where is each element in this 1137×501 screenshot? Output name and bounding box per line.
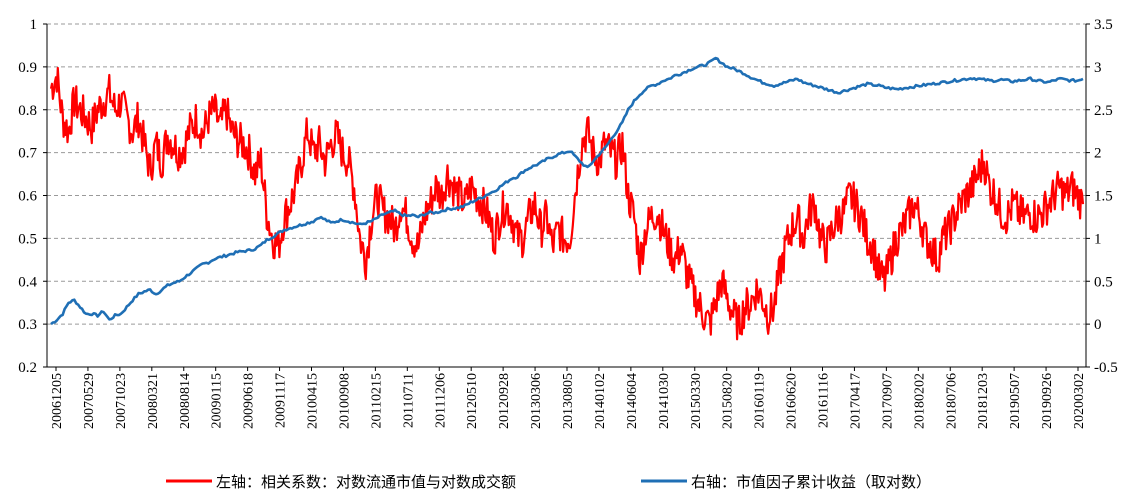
series-cumulative-return [50, 56, 1084, 326]
right-tick-label: 0.5 [1094, 274, 1113, 290]
right-tick-label: 0 [1094, 317, 1102, 333]
x-tick-label: 20100908 [337, 373, 352, 429]
series-line [50, 56, 1084, 326]
right-tick-label: 3.5 [1094, 17, 1113, 33]
right-tick-label: 3 [1094, 60, 1102, 76]
x-tick-label: 20090115 [210, 373, 225, 428]
left-tick-label: 0.2 [18, 360, 37, 376]
x-tick-label: 20130306 [529, 373, 544, 429]
x-tick-label: 20180706 [944, 373, 959, 429]
right-tick-label: -0.5 [1094, 360, 1118, 376]
left-tick-label: 0.9 [18, 60, 37, 76]
x-tick-label: 20100415 [306, 373, 321, 429]
right-tick-label: 2 [1094, 146, 1102, 162]
x-tick-label: 20071023 [114, 373, 129, 429]
series-correlation [49, 66, 1085, 341]
x-tick-label: 20070529 [82, 373, 97, 429]
x-tick-label: 20110215 [369, 373, 384, 428]
x-tick-label: 20080814 [178, 373, 193, 429]
x-tick-label: 20061205 [50, 373, 65, 429]
right-y-axis: -0.5 0 0.5 1 1.5 2 2.5 3 3.5 [1086, 17, 1118, 376]
x-tick-label: 20161116 [817, 373, 832, 428]
legend-label: 右轴：市值因子累计收益（取对数） [691, 473, 931, 491]
legend-label: 左轴：相关系数：对数流通市值与对数成交额 [216, 473, 516, 491]
left-y-axis: 0.2 0.3 0.4 0.5 0.6 0.7 0.8 0.9 1 [18, 17, 47, 376]
x-tick-label: 20181203 [976, 373, 991, 429]
series-line [49, 66, 1085, 341]
x-tick-label: 20080321 [146, 373, 161, 429]
x-tick-label: 20190507 [1008, 373, 1023, 429]
x-tick-label: 20140102 [593, 373, 608, 429]
x-tick-label: 20150330 [689, 373, 704, 429]
x-tick-label: 20140604 [625, 373, 640, 429]
x-tick-label: 20200302 [1072, 373, 1087, 429]
x-tick-label: 20160620 [785, 373, 800, 429]
x-tick-label: 20180202 [912, 373, 927, 429]
x-axis: 20061205 20070529 20071023 20080321 20080814… [50, 367, 1087, 429]
x-tick-label: 20110711 [401, 373, 416, 428]
gridlines [47, 23, 1086, 325]
x-tick-label: 20170417 [848, 373, 863, 429]
x-tick-label: 20120510 [465, 373, 480, 429]
left-tick-label: 0.4 [18, 274, 37, 290]
left-tick-label: 0.5 [18, 231, 37, 247]
x-tick-label: 20160119 [753, 373, 768, 428]
x-tick-label: 20090618 [242, 373, 257, 429]
x-tick-label: 20120928 [497, 373, 512, 429]
x-tick-label: 20130805 [561, 373, 576, 429]
right-tick-label: 2.5 [1094, 103, 1113, 119]
left-tick-label: 0.3 [18, 317, 37, 333]
x-tick-label: 20190926 [1040, 373, 1055, 429]
x-tick-label: 20141030 [657, 373, 672, 429]
left-tick-label: 0.6 [18, 189, 37, 205]
right-tick-label: 1 [1094, 231, 1102, 247]
left-tick-label: 0.8 [18, 103, 37, 119]
right-tick-label: 1.5 [1094, 189, 1113, 205]
x-tick-label: 20111206 [433, 373, 448, 428]
left-tick-label: 1 [30, 17, 38, 33]
legend: 左轴：相关系数：对数流通市值与对数成交额 右轴：市值因子累计收益（取对数） [166, 473, 931, 491]
x-tick-label: 20091117 [274, 373, 289, 428]
left-tick-label: 0.7 [18, 146, 37, 162]
x-tick-label: 20170907 [880, 373, 895, 429]
x-tick-label: 20150820 [721, 373, 736, 429]
